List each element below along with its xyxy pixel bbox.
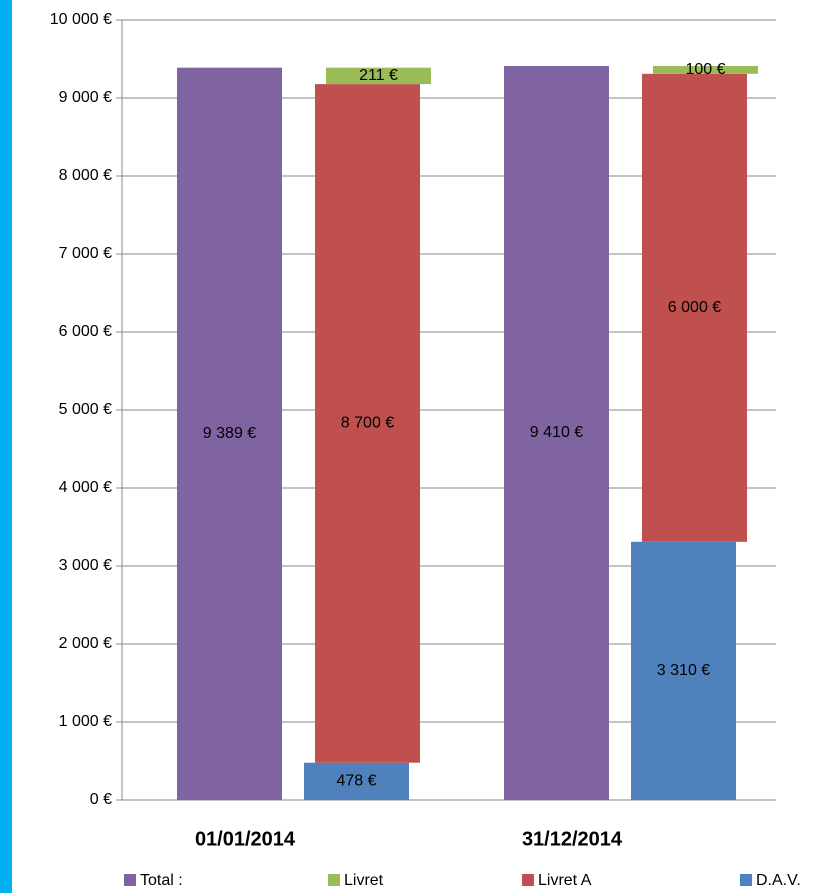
y-tick-label: 7 000 € xyxy=(59,245,112,262)
legend-swatch xyxy=(740,874,752,886)
y-tick-label: 4 000 € xyxy=(59,479,112,496)
bar xyxy=(177,67,282,800)
x-tick-label: 01/01/2014 xyxy=(195,828,296,850)
value-label: 6 000 € xyxy=(668,299,721,316)
bar xyxy=(631,541,736,800)
value-label: 211 € xyxy=(359,67,398,84)
legend-label: Total : xyxy=(140,872,183,889)
y-tick-label: 3 000 € xyxy=(59,557,112,574)
y-tick-label: 8 000 € xyxy=(59,167,112,184)
value-label: 478 € xyxy=(336,773,376,790)
bar xyxy=(315,84,420,763)
bar xyxy=(653,66,758,74)
legend-label: Livret xyxy=(344,872,384,889)
y-tick-label: 10 000 € xyxy=(50,11,112,28)
value-label: 8 700 € xyxy=(341,415,394,432)
y-tick-label: 2 000 € xyxy=(59,635,112,652)
legend-swatch xyxy=(522,874,534,886)
bar xyxy=(504,66,609,800)
bar xyxy=(326,67,431,85)
y-tick-label: 1 000 € xyxy=(59,713,112,730)
value-label: 9 389 € xyxy=(203,425,256,442)
value-label: 100 € xyxy=(685,61,725,78)
value-label: 9 410 € xyxy=(530,424,583,441)
legend-swatch xyxy=(328,874,340,886)
y-tick-label: 9 000 € xyxy=(59,89,112,106)
y-tick-label: 0 € xyxy=(90,791,112,808)
bar xyxy=(304,762,409,800)
y-tick-label: 5 000 € xyxy=(59,401,112,418)
bar xyxy=(642,73,747,542)
value-label: 3 310 € xyxy=(657,662,710,679)
legend-swatch xyxy=(124,874,136,886)
y-tick-label: 6 000 € xyxy=(59,323,112,340)
x-tick-label: 31/12/2014 xyxy=(522,828,623,850)
legend-label: Livret A xyxy=(538,872,592,889)
side-strip xyxy=(0,0,12,893)
legend-label: D.A.V. xyxy=(756,872,801,889)
